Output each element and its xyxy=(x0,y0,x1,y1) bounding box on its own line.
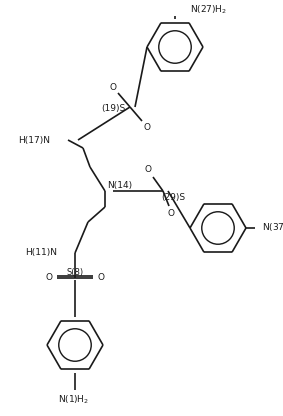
Text: O: O xyxy=(110,82,117,92)
Text: O: O xyxy=(145,166,151,174)
Text: H(11)N: H(11)N xyxy=(25,248,57,258)
Text: N(14): N(14) xyxy=(107,181,132,190)
Text: O: O xyxy=(143,122,151,131)
Text: (19)S: (19)S xyxy=(102,104,126,112)
Text: S(8): S(8) xyxy=(67,268,83,277)
Text: O: O xyxy=(46,273,53,282)
Text: (29)S: (29)S xyxy=(161,193,185,202)
Text: H(17)N: H(17)N xyxy=(18,136,50,144)
Text: O: O xyxy=(168,210,175,218)
Text: N(27)H$_2$: N(27)H$_2$ xyxy=(190,4,227,16)
Text: N(37)H$_2$: N(37)H$_2$ xyxy=(262,222,283,234)
Text: N(1)H$_2$: N(1)H$_2$ xyxy=(58,394,90,406)
Text: O: O xyxy=(97,273,104,282)
